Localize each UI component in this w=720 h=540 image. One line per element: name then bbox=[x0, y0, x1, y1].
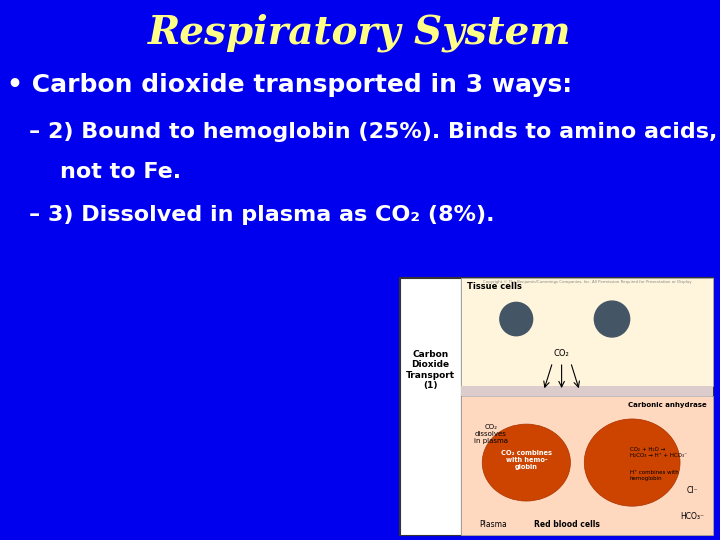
Text: H⁺ combines with
hemoglobin: H⁺ combines with hemoglobin bbox=[629, 470, 678, 481]
Text: – 2) Bound to hemoglobin (25%). Binds to amino acids,: – 2) Bound to hemoglobin (25%). Binds to… bbox=[29, 122, 717, 141]
Text: Carbon
Dioxide
Transport
(1): Carbon Dioxide Transport (1) bbox=[405, 350, 455, 390]
Text: CO₂
dissolves
in plasma: CO₂ dissolves in plasma bbox=[474, 424, 508, 444]
Text: Plasma: Plasma bbox=[480, 520, 508, 529]
Ellipse shape bbox=[500, 302, 533, 336]
Text: HCO₃⁻: HCO₃⁻ bbox=[680, 512, 705, 521]
Text: – 3) Dissolved in plasma as CO₂ (8%).: – 3) Dissolved in plasma as CO₂ (8%). bbox=[29, 205, 495, 225]
Text: CO₂ combines
with hemo-
globin: CO₂ combines with hemo- globin bbox=[501, 450, 552, 470]
Text: CO₂: CO₂ bbox=[554, 349, 570, 358]
Text: Copyright © The Benjamin/Cummings Companies, Inc. All Permission Required for Pr: Copyright © The Benjamin/Cummings Compan… bbox=[482, 280, 691, 284]
Text: Carbonic anhydrase: Carbonic anhydrase bbox=[628, 402, 707, 408]
Ellipse shape bbox=[595, 301, 629, 337]
Bar bbox=[400, 278, 713, 535]
Bar bbox=[461, 386, 713, 396]
Text: Tissue cells: Tissue cells bbox=[467, 282, 521, 292]
Text: CO₂ + H₂O →
H₂CO₃ → H⁺ + HCO₃⁻: CO₂ + H₂O → H₂CO₃ → H⁺ + HCO₃⁻ bbox=[629, 447, 687, 458]
Text: • Carbon dioxide transported in 3 ways:: • Carbon dioxide transported in 3 ways: bbox=[7, 73, 572, 97]
Text: not to Fe.: not to Fe. bbox=[29, 162, 181, 182]
Ellipse shape bbox=[482, 424, 570, 501]
Text: Cl⁻: Cl⁻ bbox=[687, 486, 698, 495]
Bar bbox=[400, 278, 461, 535]
Text: Red blood cells: Red blood cells bbox=[534, 520, 600, 529]
Ellipse shape bbox=[585, 419, 680, 506]
Bar bbox=[461, 278, 713, 386]
Bar bbox=[461, 396, 713, 535]
Text: Respiratory System: Respiratory System bbox=[148, 14, 572, 52]
